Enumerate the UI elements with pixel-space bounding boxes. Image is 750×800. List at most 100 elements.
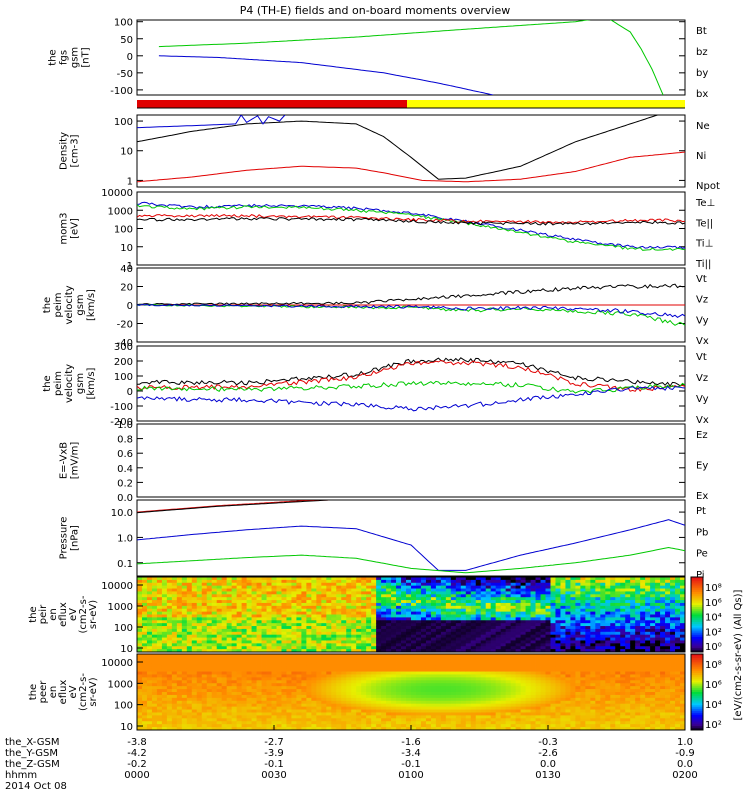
heat-cell [201,588,208,592]
heat-cell [515,577,521,581]
heat-cell [321,654,327,658]
heat-cell [166,597,173,601]
heat-cell [241,634,247,638]
heat-cell [191,602,198,607]
heat-cell [166,665,173,670]
heat-cell [336,640,342,644]
heat-cell [406,694,412,699]
heat-cell [625,637,631,641]
heat-cell [191,605,198,610]
heat-cell [176,649,183,653]
heat-cell [450,579,457,584]
heat-cell [465,585,472,589]
heat-cell [665,582,671,587]
heat-cell [156,605,163,610]
heat-cell [346,594,352,598]
ylabel-line: E=-VxB [59,442,70,479]
heat-cell [401,700,407,705]
heat-cell [181,614,188,618]
heat-cell [505,637,512,641]
heat-cell [196,724,203,728]
heat-cell [635,637,641,641]
heat-cell [391,700,397,705]
heat-cell [500,631,507,636]
heat-cell [271,680,277,684]
heat-cell [296,703,302,708]
heat-cell [346,585,352,589]
heat-cell [415,631,422,636]
heat-cell [151,665,158,670]
heat-cell [630,585,636,589]
heat-cell [316,582,322,587]
heat-cell [251,591,257,595]
heat-cell [281,649,287,653]
heat-cell [485,605,492,610]
heat-cell [675,643,681,647]
heat-cell [585,623,591,627]
heat-cell [231,656,238,661]
heat-cell [206,718,213,722]
heat-cell [465,727,472,731]
heat-cell [540,588,546,592]
heat-cell [585,602,591,607]
heat-cell [585,637,591,641]
heat-cell [236,680,243,684]
heat-cell [396,582,402,587]
heat-cell [435,649,442,653]
heat-cell [326,640,332,644]
heat-cell [401,637,407,641]
heat-cell [256,628,262,633]
heat-cell [156,634,163,638]
heat-cell [361,614,367,618]
heat-cell [176,631,183,636]
heat-cell [625,588,631,592]
heat-cell [425,594,432,598]
heat-cell [261,608,267,613]
heat-cell [361,709,367,713]
heat-cell [401,703,407,708]
heat-cell [341,614,347,618]
heat-cell [276,677,282,681]
heat-cell [141,640,148,644]
heat-cell [356,674,362,678]
heat-cell [580,605,586,610]
heat-cell [206,700,213,705]
heat-cell [401,634,407,638]
heat-cell [166,668,173,672]
heat-cell [376,662,382,667]
heat-cell [331,611,337,615]
heat-cell [415,582,422,587]
heat-cell [336,620,342,624]
heat-cell [366,665,372,670]
heat-cell [171,718,178,722]
heat-cell [366,680,372,684]
heat-cell [450,712,457,716]
heat-cell [256,718,262,722]
heat-cell [291,727,297,731]
heat-cell [256,683,262,687]
heat-cell [505,634,512,638]
heat-cell [301,665,307,670]
heat-cell [500,637,507,641]
heat-cell [470,608,477,613]
heat-cell [540,608,546,613]
series-pressure-Pt [137,500,329,514]
heat-cell [251,689,257,693]
heat-cell [500,643,507,647]
heat-cell [401,623,407,627]
heat-cell [336,665,342,670]
heat-cell [565,577,571,581]
heat-cell [231,597,238,601]
heat-cell [630,637,636,641]
heat-cell [381,703,387,708]
heat-cell [381,686,387,690]
heat-cell [321,665,327,670]
series-density-Ni [137,115,658,180]
heat-cell [226,712,233,716]
heat-cell [226,662,233,667]
heat-cell [326,727,332,731]
heat-cell [176,654,183,658]
heat-cell [146,718,153,722]
heat-cell [510,605,517,610]
heat-cell [470,634,477,638]
